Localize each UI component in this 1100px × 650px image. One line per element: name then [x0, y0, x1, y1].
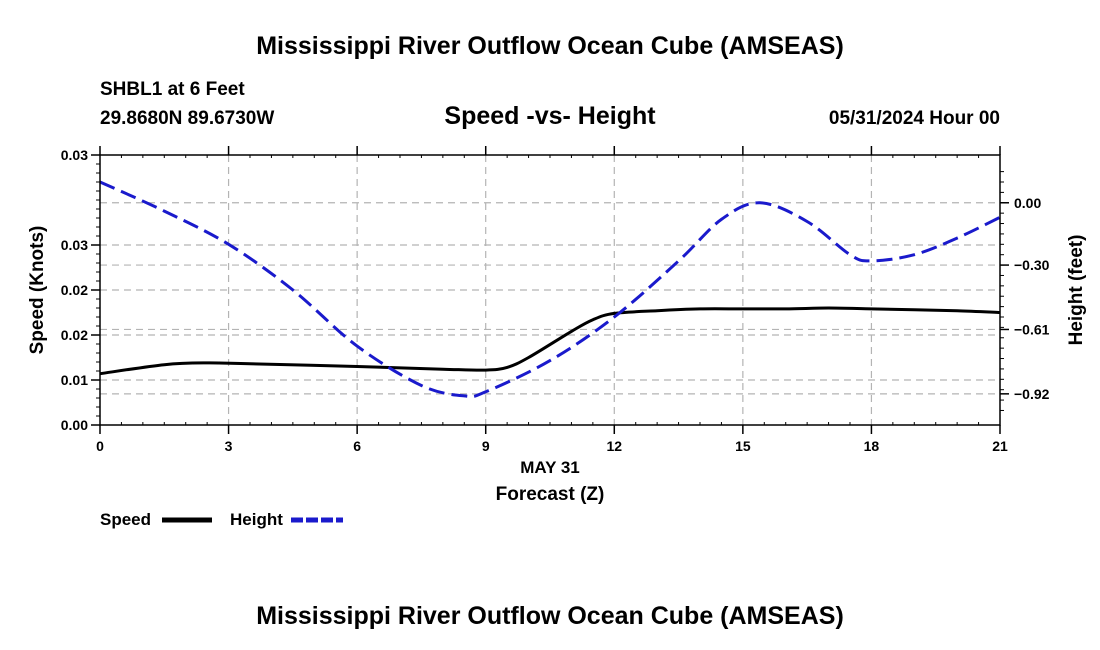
station-label: SHBL1 at 6 Feet: [100, 79, 245, 100]
y-tick-label: 0.03: [61, 147, 88, 163]
y-tick-label: 0.02: [61, 282, 88, 298]
grid: [100, 155, 1000, 425]
x-tick-label: 0: [96, 438, 104, 454]
legend: Speed Height: [100, 510, 343, 529]
x-axis-date-label: MAY 31: [520, 458, 580, 477]
y2-tick-label: −0.92: [1014, 386, 1050, 402]
chart-title: Speed -vs- Height: [444, 102, 656, 130]
legend-height-label: Height: [230, 510, 283, 529]
y-tick-label: 0.01: [61, 372, 88, 388]
legend-speed-label: Speed: [100, 510, 151, 529]
y-axis-title: Speed (Knots): [27, 226, 48, 355]
main-title: Mississippi River Outflow Ocean Cube (AM…: [256, 32, 844, 60]
y-tick-label: 0.02: [61, 327, 88, 343]
x-tick-label: 18: [864, 438, 880, 454]
datetime-label: 05/31/2024 Hour 00: [829, 108, 1000, 129]
x-tick-label: 3: [225, 438, 233, 454]
x-tick-label: 21: [992, 438, 1008, 454]
y2-axis-title: Height (feet): [1066, 235, 1087, 346]
height-series-line: [99, 180, 1001, 399]
y-tick-label: 0.03: [61, 237, 88, 253]
x-tick-label: 15: [735, 438, 751, 454]
footer-title: Mississippi River Outflow Ocean Cube (AM…: [256, 602, 844, 630]
x-axis-title: Forecast (Z): [496, 484, 605, 505]
y2-tick-label: −0.30: [1014, 257, 1050, 273]
speed-series-line: [99, 306, 1001, 376]
coordinates-label: 29.8680N 89.6730W: [100, 108, 274, 129]
series-layer: [99, 180, 1001, 399]
axes: 0 3 6 9 12 15 18 21 0.00 0.01 0.02 0.02 0.03 0.03 0.00…: [61, 146, 1050, 454]
y-tick-label: 0.00: [61, 417, 88, 433]
x-tick-label: 9: [482, 438, 490, 454]
y2-tick-label: 0.00: [1014, 195, 1041, 211]
x-tick-label: 6: [353, 438, 361, 454]
y2-tick-label: −0.61: [1014, 321, 1050, 337]
x-tick-label: 12: [606, 438, 622, 454]
